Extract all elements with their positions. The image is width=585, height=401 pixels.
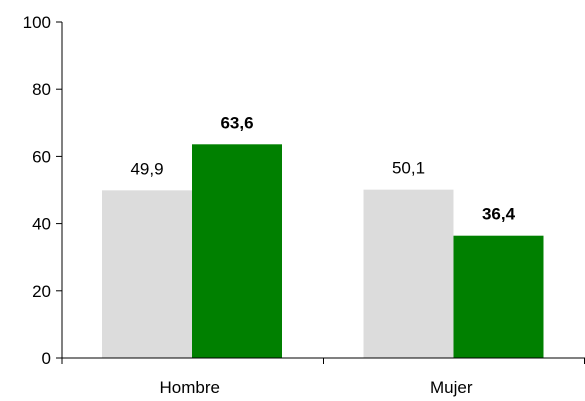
y-tick-label: 100 <box>23 13 51 32</box>
bar-value-label: 50,1 <box>392 159 425 178</box>
y-tick-label: 60 <box>32 147 51 166</box>
bar <box>192 144 282 358</box>
bars-group <box>102 144 544 358</box>
y-tick-label: 40 <box>32 215 51 234</box>
bar-value-label: 49,9 <box>130 159 163 178</box>
y-tick-label: 20 <box>32 282 51 301</box>
bar-value-label: 63,6 <box>220 113 253 132</box>
data-labels-group: 49,9 50,1 63,6 36,4 <box>130 113 515 223</box>
y-axis-ticks: 0 20 40 60 80 100 <box>23 13 62 368</box>
y-tick-label: 80 <box>32 80 51 99</box>
bar <box>453 235 544 358</box>
x-category-label: Hombre <box>160 378 220 397</box>
x-axis-ticks: Hombre Mujer <box>61 358 585 397</box>
bar-value-label: 36,4 <box>482 205 516 224</box>
x-category-label: Mujer <box>430 378 473 397</box>
bar <box>102 190 192 358</box>
bar <box>363 189 454 358</box>
y-tick-label: 0 <box>42 349 51 368</box>
